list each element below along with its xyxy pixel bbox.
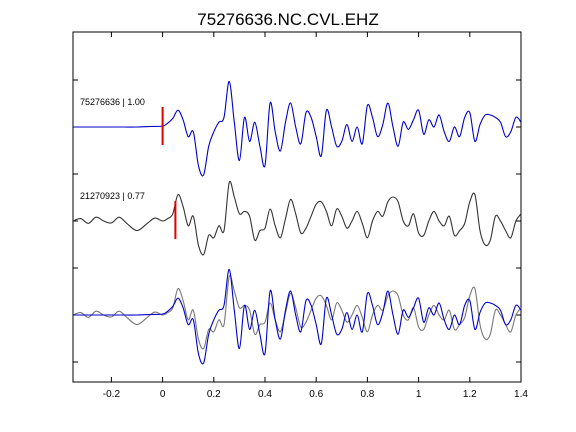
trace-line-0-0: [73, 80, 522, 177]
trace-line-2-1: [73, 268, 522, 365]
x-tick-label-1: 0: [160, 389, 166, 400]
trace-label-1: 21270923 | 0.77: [80, 191, 145, 201]
x-tick-label-8: 1.4: [514, 389, 528, 400]
trace-label-0: 75276636 | 1.00: [80, 97, 145, 107]
trace-line-2-0: [72, 274, 522, 350]
x-tick-label-2: 0.2: [207, 389, 221, 400]
x-tick-label-6: 1: [416, 389, 422, 400]
plot-frame: [72, 31, 522, 383]
x-tick-label-7: 1.2: [463, 389, 477, 400]
chart-title: 75276636.NC.CVL.EHZ: [197, 10, 378, 29]
x-tick-label-5: 0.8: [360, 389, 374, 400]
x-tick-label-4: 0.6: [309, 389, 323, 400]
x-tick-label-3: 0.4: [258, 389, 272, 400]
x-tick-label-0: -0.2: [103, 389, 121, 400]
